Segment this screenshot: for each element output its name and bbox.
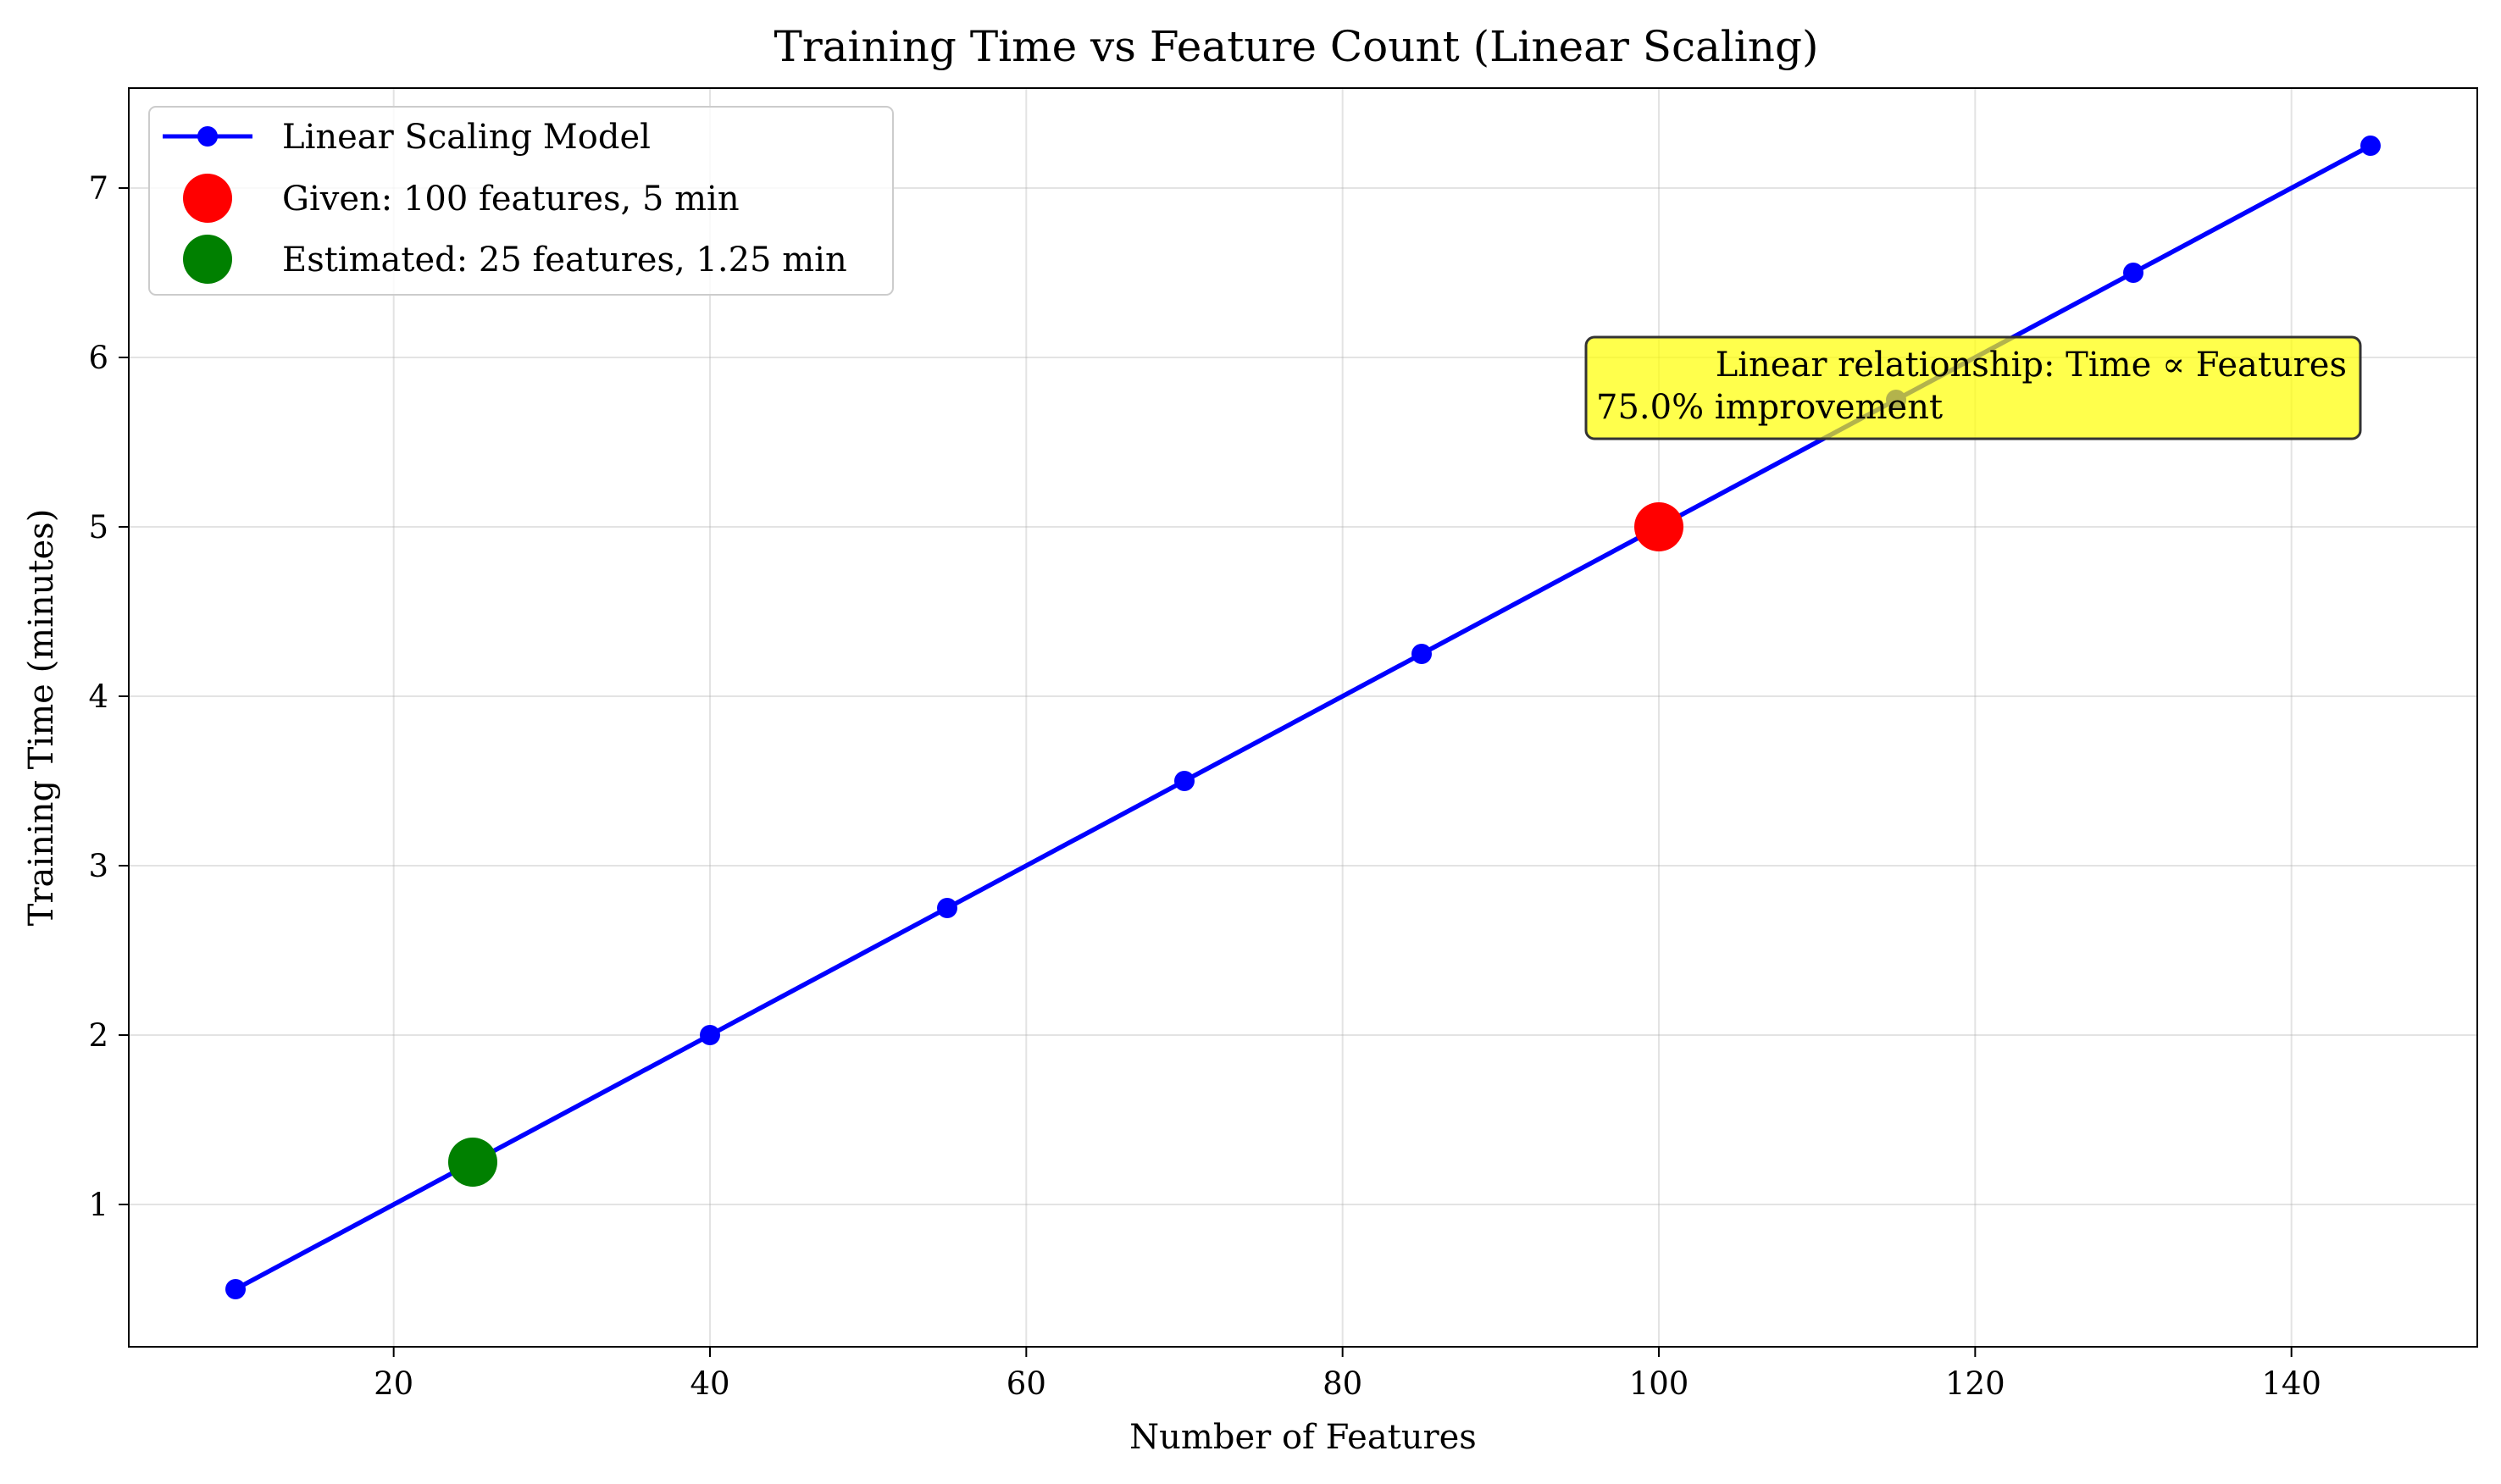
legend-label-model: Linear Scaling Model — [282, 118, 651, 157]
plot-frame — [128, 87, 2478, 1348]
y-tick-label: 4 — [88, 678, 108, 715]
x-tick-label: 80 — [1323, 1365, 1362, 1402]
annotation-line-2: 75.0% improvement — [1596, 388, 1943, 427]
x-tick-label: 120 — [1945, 1365, 2005, 1402]
legend-given-marker — [183, 174, 232, 223]
y-tick-label: 3 — [88, 848, 108, 884]
data-point-linear-scaling-model — [937, 898, 957, 918]
x-tick-label: 20 — [374, 1365, 413, 1402]
x-tick-label: 40 — [690, 1365, 729, 1402]
data-point-linear-scaling-model — [1174, 771, 1195, 791]
ticks: 20 40 60 80 100 120 140 1 2 3 4 5 6 7 — [88, 170, 2321, 1402]
annotation-box — [1584, 335, 2362, 440]
y-tick-label: 2 — [88, 1017, 108, 1054]
x-tick-label: 100 — [1629, 1365, 1689, 1402]
legend-line-marker — [197, 126, 218, 147]
legend-label-given: Given: 100 features, 5 min — [282, 180, 740, 219]
data-point-given — [1634, 502, 1683, 551]
y-tick-label: 1 — [88, 1187, 108, 1223]
plot-area: 20 40 60 80 100 120 140 1 2 3 4 5 6 7 — [88, 87, 2478, 1402]
y-tick-label: 7 — [88, 170, 108, 207]
y-tick-label: 6 — [88, 340, 108, 376]
legend-box — [148, 106, 894, 296]
annotation: Linear relationship: Time ∝ Features 75.… — [1584, 335, 2362, 440]
annotation-line-1: Linear relationship: Time ∝ Features — [1716, 346, 2347, 385]
y-axis-label: Training Time (minutes) — [22, 509, 61, 927]
legend-label-estimated: Estimated: 25 features, 1.25 min — [282, 241, 847, 280]
chart-title: Training Time vs Feature Count (Linear S… — [774, 22, 1818, 71]
data-point-linear-scaling-model — [225, 1279, 246, 1299]
x-tick-label: 140 — [2261, 1365, 2321, 1402]
data-point-linear-scaling-model — [2360, 136, 2381, 156]
data-point-linear-scaling-model — [2123, 263, 2143, 283]
x-tick-label: 60 — [1006, 1365, 1046, 1402]
x-axis-label: Number of Features — [1129, 1418, 1477, 1457]
legend: Linear Scaling Model Given: 100 features… — [148, 106, 894, 296]
legend-estimated-marker — [183, 235, 232, 284]
data-point-linear-scaling-model — [1411, 644, 1432, 664]
grid — [129, 88, 2477, 1347]
data-point-estimated — [448, 1138, 497, 1187]
y-tick-label: 5 — [88, 509, 108, 545]
data-point-linear-scaling-model — [700, 1025, 720, 1045]
